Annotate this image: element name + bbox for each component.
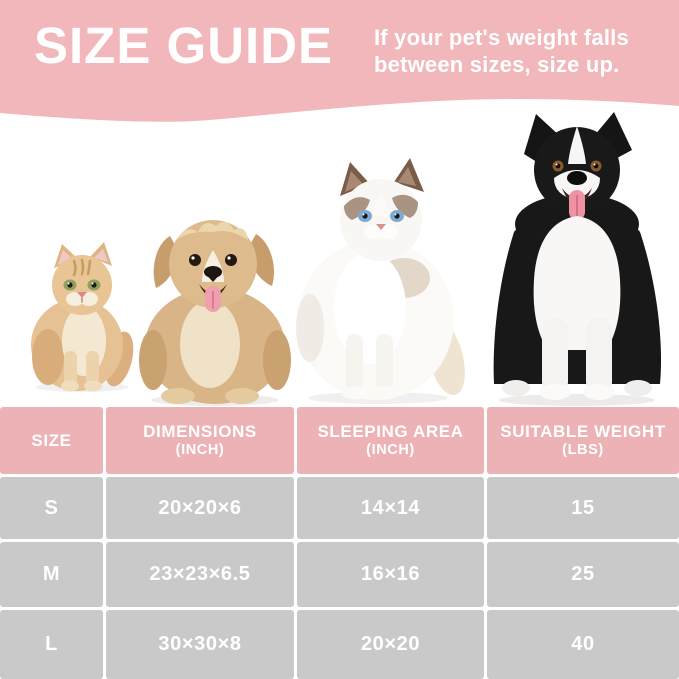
row-s-sleeping-area: 14×14 [297,477,484,539]
header-unit: (LBS) [562,442,604,459]
ragdoll-cat-image [294,158,466,404]
tan-fluffy-puppy-image [136,210,294,406]
banner-background [0,0,679,122]
row-m-sleeping-area: 16×16 [297,542,484,607]
cell-value: S [44,496,59,519]
banner-subtitle-line2: between sizes, size up. [374,52,620,78]
header-unit: (INCH) [175,442,225,459]
row-m-weight: 25 [487,542,679,607]
row-l-sleeping-area: 20×20 [297,610,484,679]
size-table: SIZE DIMENSIONS (INCH) SLEEPING AREA (IN… [0,407,679,679]
border-collie-dog-image [484,112,670,406]
cell-value: L [45,633,58,655]
table-header-sleeping-area: SLEEPING AREA (INCH) [297,407,484,474]
cell-value: M [42,563,61,585]
row-l-weight: 40 [487,610,679,679]
table-header-suitable-weight: SUITABLE WEIGHT (LBS) [487,407,679,474]
row-s-dimensions: 20×20×6 [106,477,294,539]
table-header-size: SIZE [0,407,103,474]
page-title: SIZE GUIDE [34,17,334,74]
banner-subtitle-line1: If your pet's weight falls [374,25,629,50]
cell-value: 25 [571,563,595,585]
cell-value: 23×23×6.5 [149,563,251,585]
header-label: SUITABLE WEIGHT [500,422,666,442]
cell-value: 30×30×8 [158,633,242,655]
cell-value: 20×20×6 [158,496,242,519]
cell-value: 16×16 [360,563,421,585]
row-l-size: L [0,610,103,679]
cell-value: 20×20 [360,633,421,655]
row-m-size: M [0,542,103,607]
cell-value: 14×14 [360,496,421,519]
header-label: DIMENSIONS [143,422,257,442]
row-l-dimensions: 30×30×8 [106,610,294,679]
cell-value: 15 [571,496,595,519]
small-tan-cat-image [24,241,136,393]
table-header-dimensions: DIMENSIONS (INCH) [106,407,294,474]
header-label: SLEEPING AREA [317,422,464,442]
banner-subtitle: If your pet's weight falls between sizes… [374,24,674,79]
row-s-size: S [0,477,103,539]
row-m-dimensions: 23×23×6.5 [106,542,294,607]
header-label: SIZE [31,430,72,450]
cell-value: 40 [571,633,595,655]
header-unit: (INCH) [366,442,415,459]
row-s-weight: 15 [487,477,679,539]
